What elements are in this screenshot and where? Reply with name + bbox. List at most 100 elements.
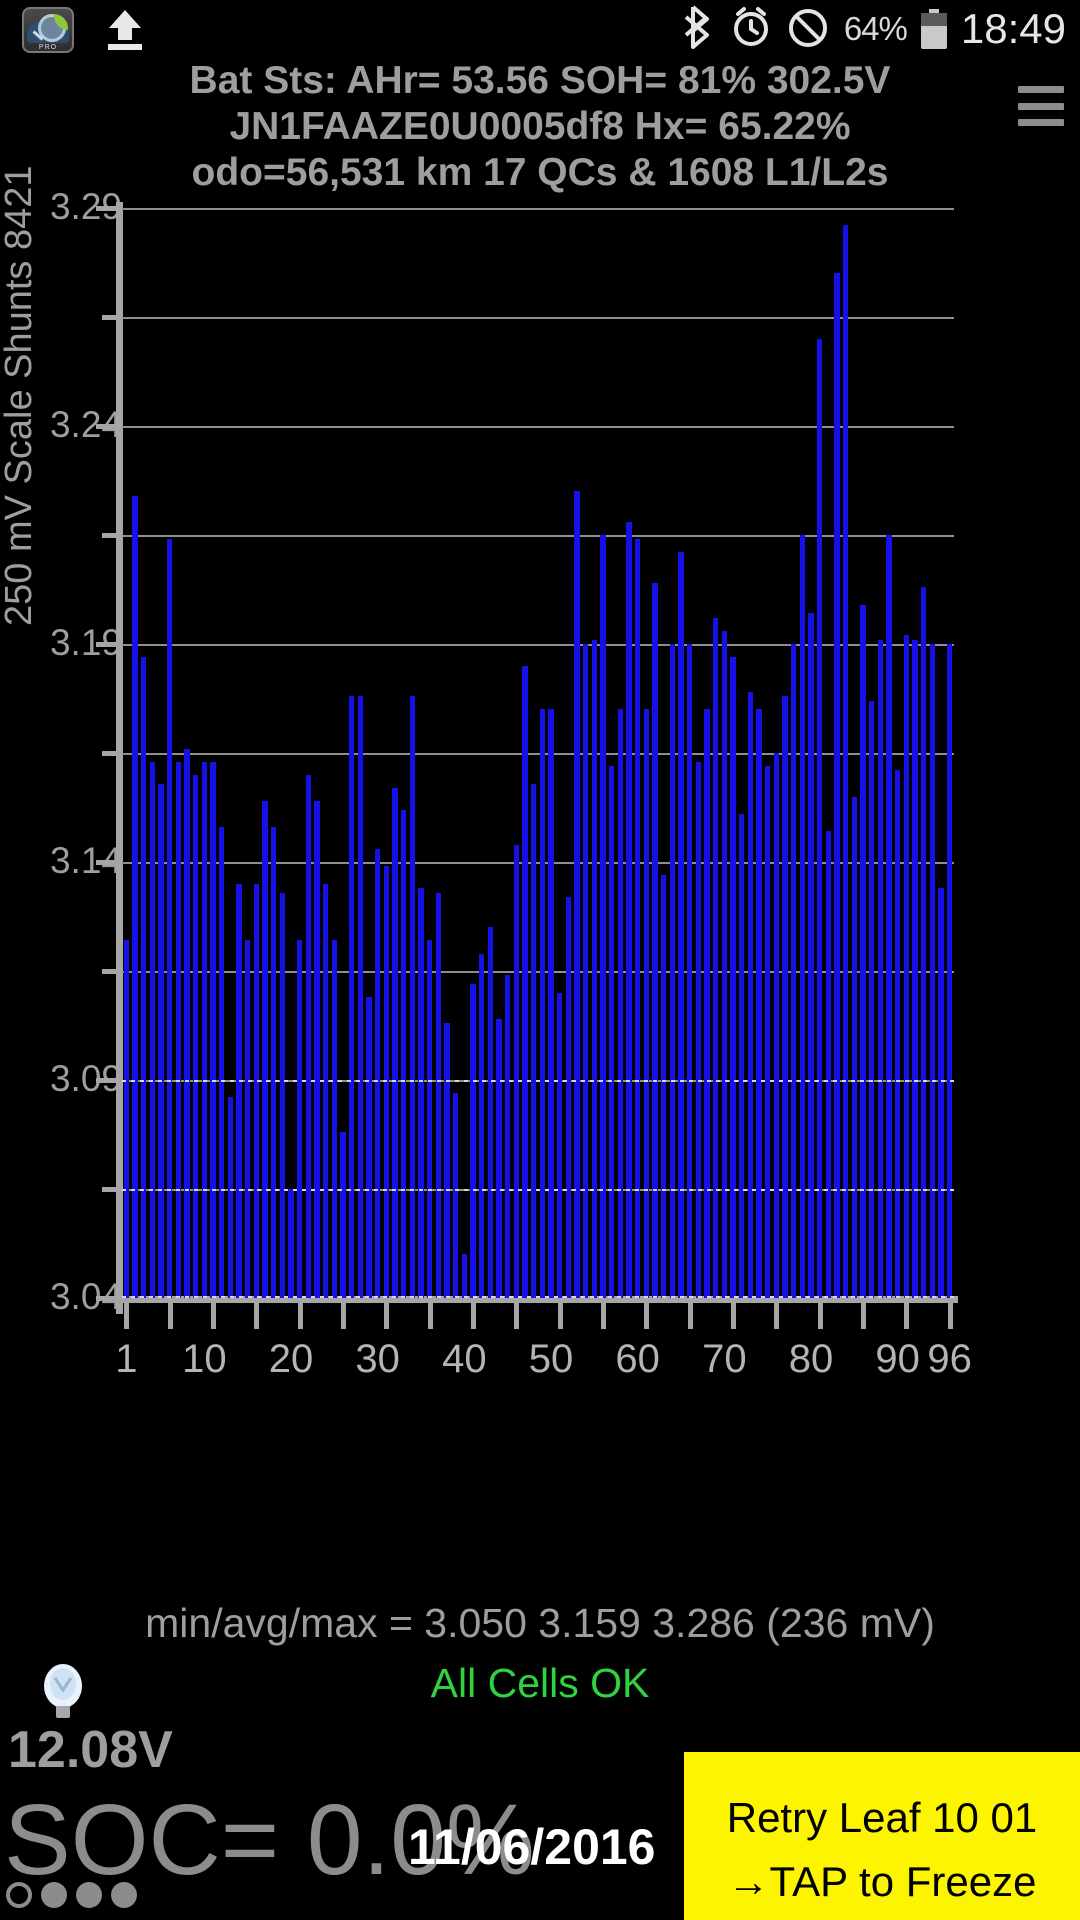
leafspy-pro-icon: PRO [22, 7, 74, 53]
chart-bar [470, 984, 476, 1298]
chart-x-tick [731, 1303, 736, 1329]
chart-bar [756, 709, 762, 1298]
chart-x-tick [861, 1303, 866, 1329]
chart-bar [669, 644, 675, 1298]
chart-bar [686, 644, 693, 1298]
chart-y-minor-tick [102, 1187, 122, 1192]
chart-x-tick [254, 1303, 260, 1329]
chart-bar [539, 709, 545, 1298]
retry-line-1: Retry Leaf 10 01 [726, 1794, 1038, 1841]
chart-bar [704, 709, 710, 1298]
chart-bar [444, 1023, 450, 1298]
date-label: 11/06/2016 [408, 1819, 656, 1875]
chart-bar [184, 748, 190, 1298]
chart-y-major-tick [96, 206, 122, 211]
chart-x-tick [817, 1303, 823, 1329]
chart-bar [946, 644, 953, 1298]
chart-bar [877, 639, 883, 1298]
chart-bar [920, 587, 927, 1298]
chart-bar [747, 691, 753, 1298]
chart-bar [244, 940, 251, 1298]
chart-x-tick [167, 1303, 173, 1329]
chart-gridline [122, 644, 954, 646]
chart-bar [496, 1018, 502, 1298]
chart-bar [357, 696, 363, 1298]
chart-bar [600, 535, 606, 1298]
chart-x-axis-tick-marks [122, 1303, 954, 1333]
chart-bar [166, 539, 173, 1298]
page-dot-0[interactable] [6, 1882, 32, 1908]
chart-bar [799, 535, 805, 1298]
chart-x-tick-label: 90 [875, 1337, 920, 1381]
page-dot-1[interactable] [41, 1882, 67, 1908]
chart-bar [868, 700, 875, 1298]
chart-x-tick [557, 1303, 563, 1329]
chart-bar [522, 665, 528, 1298]
chart-bar [782, 696, 788, 1298]
chart-bar [678, 552, 684, 1298]
chart-gridline [122, 208, 954, 210]
chart-y-minor-tick [102, 533, 122, 538]
aux-battery-voltage: 12.08V [8, 1721, 173, 1779]
cell-voltage-bar-chart[interactable]: 250 mV Scale Shunts 8421 3.29 3.24 3.19 3.1… [0, 165, 1080, 1606]
chart-bar [288, 1189, 294, 1298]
chart-bar [938, 888, 944, 1298]
chart-y-major-tick [96, 424, 122, 429]
chart-x-axis-labels: 1 10 20 30 40 50 60 70 80 90 96 [0, 1337, 1080, 1389]
chart-bar [894, 770, 901, 1298]
chart-bar [816, 338, 823, 1298]
retry-freeze-button[interactable]: Retry Leaf 10 01 →TAP to Freeze [684, 1752, 1080, 1920]
chart-bar [738, 814, 745, 1298]
chart-bar [314, 800, 320, 1298]
chart-x-tick [687, 1303, 693, 1329]
chart-bar [123, 940, 129, 1298]
page-dot-3[interactable] [111, 1882, 137, 1908]
chart-y-major-tick [96, 642, 122, 647]
chart-bar [296, 940, 303, 1298]
page-dot-2[interactable] [76, 1882, 102, 1908]
chart-bar [175, 761, 181, 1298]
chart-plot-area[interactable] [96, 206, 954, 1301]
chart-bar [366, 997, 372, 1298]
chart-bar [574, 491, 580, 1298]
chart-bar [903, 635, 909, 1298]
chart-bar [842, 225, 849, 1298]
chart-gridline [122, 862, 954, 864]
header-line-vin-hx: JN1FAAZE0U0005df8 Hx= 65.22% [229, 105, 851, 148]
chart-bar [210, 761, 216, 1298]
chart-bar [452, 1093, 459, 1298]
chart-x-tick-label: 80 [788, 1337, 834, 1381]
chart-x-tick [211, 1303, 216, 1329]
chart-x-tick [904, 1303, 910, 1329]
chart-bar [608, 766, 615, 1298]
chart-bar [565, 896, 571, 1298]
status-bar: PRO 64% 18:49 [0, 0, 1080, 58]
chart-dotted-overlay [122, 1189, 954, 1191]
chart-y-minor-tick [102, 751, 122, 756]
retry-line-2: →TAP to Freeze [727, 1858, 1037, 1905]
chart-bar [834, 273, 840, 1298]
chart-x-tick [427, 1303, 433, 1329]
lightbulb-icon[interactable] [35, 1662, 91, 1724]
chart-bar [149, 761, 155, 1298]
chart-bar [712, 617, 719, 1298]
chart-bar [392, 787, 398, 1298]
chart-x-tick-label: 70 [702, 1337, 747, 1381]
chart-x-tick [297, 1303, 303, 1329]
chart-bar [504, 975, 511, 1298]
chart-x-tick [601, 1303, 606, 1329]
chart-bar [548, 709, 554, 1298]
chart-bar [305, 774, 311, 1298]
chart-bar [617, 709, 623, 1298]
page-indicator-dots[interactable] [6, 1882, 137, 1908]
chart-bar [764, 766, 771, 1298]
hamburger-menu-icon[interactable] [1018, 86, 1064, 126]
header-line-odo-charges: odo=56,531 km 17 QCs & 1608 L1/L2s [191, 151, 889, 194]
chart-bar [322, 883, 329, 1298]
chart-bar [912, 639, 918, 1298]
chart-x-tick-label: 96 [927, 1337, 972, 1381]
chart-bar [270, 827, 277, 1298]
chart-bar [860, 604, 866, 1298]
chart-y-minor-tick [102, 969, 122, 974]
bluetooth-icon [682, 3, 716, 56]
